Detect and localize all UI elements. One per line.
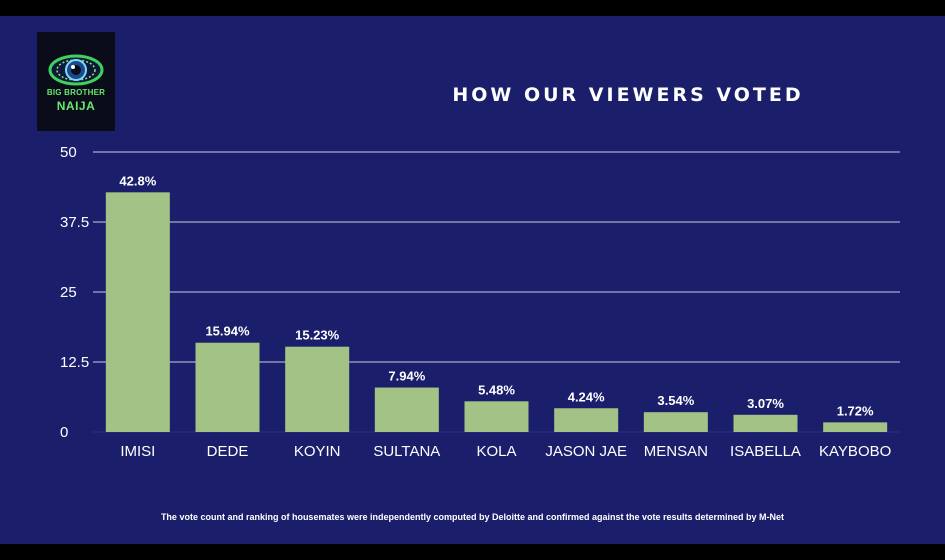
x-tick-label: DEDE xyxy=(207,443,249,460)
data-label: 5.48% xyxy=(478,382,515,397)
data-label: 15.23% xyxy=(295,328,340,343)
y-tick-label: 25 xyxy=(60,284,77,301)
data-label: 3.54% xyxy=(657,393,694,408)
y-tick-label: 50 xyxy=(60,144,77,161)
bar xyxy=(464,401,529,432)
big-brother-naija-logo: BIG BROTHER NAIJA xyxy=(37,32,115,131)
y-tick-label: 37.5 xyxy=(60,214,89,231)
data-label: 15.94% xyxy=(205,324,250,339)
data-label: 4.24% xyxy=(568,389,605,404)
x-tick-label: JASON JAE xyxy=(545,443,627,460)
logo-line2: NAIJA xyxy=(56,99,96,113)
x-tick-label: KOYIN xyxy=(294,443,341,460)
y-tick-label: 12.5 xyxy=(60,354,89,371)
x-tick-label: KOLA xyxy=(476,443,516,460)
bar xyxy=(733,414,798,432)
footnote: The vote count and ranking of housemates… xyxy=(160,512,785,522)
bar xyxy=(554,408,619,432)
y-tick-label: 0 xyxy=(60,424,68,441)
chart-title: HOW OUR VIEWERS VOTED xyxy=(452,84,804,106)
x-tick-label: KAYBOBO xyxy=(819,443,891,460)
data-label: 7.94% xyxy=(388,369,425,384)
data-label: 1.72% xyxy=(837,403,874,418)
bar xyxy=(105,192,170,432)
x-tick-label: SULTANA xyxy=(373,443,440,460)
bar xyxy=(374,387,439,432)
x-tick-label: MENSAN xyxy=(644,443,708,460)
bar xyxy=(823,422,888,432)
x-tick-label: ISABELLA xyxy=(730,443,801,460)
data-label: 42.8% xyxy=(119,173,156,188)
logo-line1: BIG BROTHER xyxy=(46,88,106,97)
data-label: 3.07% xyxy=(747,396,784,411)
eye-icon xyxy=(48,54,104,86)
bar xyxy=(643,412,708,432)
bar xyxy=(195,342,260,432)
x-tick-label: IMISI xyxy=(120,443,155,460)
bar xyxy=(285,346,350,432)
